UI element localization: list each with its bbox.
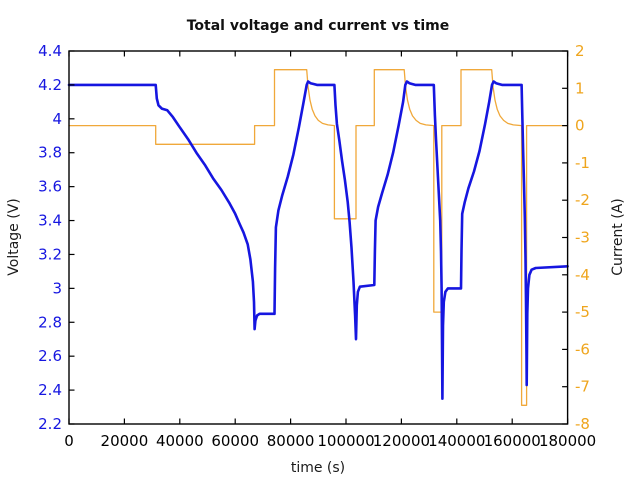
y-left-tick-label: 3 [52, 279, 62, 297]
x-tick-label: 100000 [317, 432, 374, 450]
y-left-tick-label: 4.2 [38, 76, 62, 94]
y-axis-label-left: Voltage (V) [6, 198, 22, 275]
x-tick-label: 60000 [211, 432, 259, 450]
x-tick-label: 180000 [539, 432, 596, 450]
y-right-tick-label: -8 [575, 415, 590, 433]
y-right-tick-label: -5 [575, 303, 590, 321]
y-left-tick-label: 3.4 [38, 212, 62, 230]
y-left-tick-label: 3.8 [38, 144, 62, 162]
y-left-tick-label: 2.6 [38, 347, 62, 365]
series-line-voltage [67, 80, 569, 400]
y-left-tick-label: 3.6 [38, 178, 62, 196]
x-tick-label: 40000 [156, 432, 204, 450]
axes-layer: 0 20000 40000 60000 80000 1000001200001400001… [38, 42, 596, 450]
plot-frame [68, 50, 569, 425]
y-right-tick-label: -4 [575, 266, 590, 284]
series-line-current [68, 69, 569, 406]
y-right-tick-label: -1 [575, 154, 590, 172]
x-tick-label: 160000 [484, 432, 541, 450]
x-tick-label: 20000 [101, 432, 149, 450]
y-left-tick-label: 2.8 [38, 313, 62, 331]
y-left-tick-label: 2.2 [38, 415, 62, 433]
y-right-tick-label: 0 [575, 117, 585, 135]
x-tick-label: 140000 [428, 432, 485, 450]
x-tick-label: 0 [64, 432, 74, 450]
chart-title: Total voltage and current vs time [187, 18, 450, 34]
x-tick-label: 80000 [267, 432, 315, 450]
y-left-tick-label: 3.2 [38, 245, 62, 263]
y-right-tick-label: 2 [575, 42, 585, 60]
y-right-tick-label: -3 [575, 229, 590, 247]
y-left-tick-label: 4.4 [38, 42, 62, 60]
y-right-tick-label: 1 [575, 79, 585, 97]
y-right-tick-label: -7 [575, 378, 590, 396]
y-left-tick-label: 2.4 [38, 381, 62, 399]
y-left-tick-label: 4 [52, 110, 62, 128]
x-tick-label: 120000 [373, 432, 430, 450]
y-right-tick-label: -6 [575, 340, 590, 358]
y-axis-label-right: Current (A) [610, 198, 626, 276]
x-axis-label: time (s) [291, 460, 345, 476]
y-right-tick-label: -2 [575, 191, 590, 209]
series-layer [67, 69, 569, 406]
